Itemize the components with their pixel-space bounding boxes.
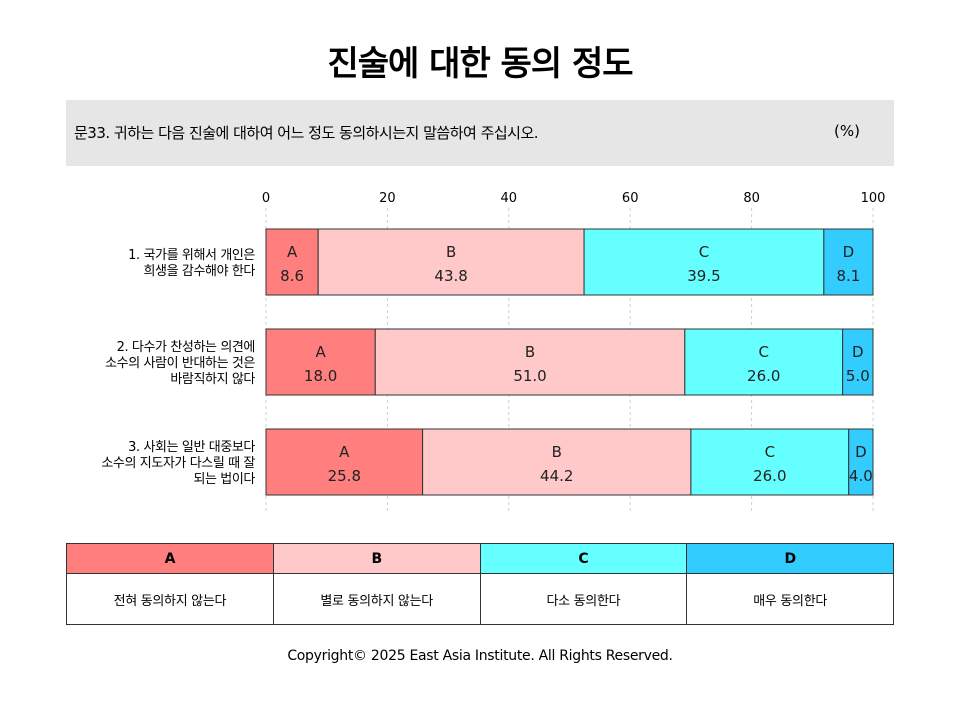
segment-key-label: C (758, 343, 768, 361)
question-text: 문33. 귀하는 다음 진술에 대하여 어느 정도 동의하시는지 말씀하여 주십… (74, 124, 539, 142)
bar-segment (265, 428, 424, 496)
category-label: 3. 사회는 일반 대중보다 (128, 440, 255, 455)
data-label: 51.0 (513, 367, 546, 385)
page-title: 진술에 대한 동의 정도 (327, 44, 633, 84)
segment-key-label: A (287, 243, 298, 261)
data-label: 8.6 (280, 267, 304, 285)
segment-key-label: B (446, 243, 456, 261)
segment-key-label: A (315, 343, 326, 361)
data-label: 43.8 (434, 267, 467, 285)
legend-desc-d: 매우 동의한다 (686, 573, 894, 625)
legend-key-c: C (479, 543, 688, 574)
copyright-text: Copyright© 2025 East Asia Institute. All… (287, 648, 673, 664)
bar-segment (317, 228, 585, 296)
segment-key-label: C (765, 443, 775, 461)
question-box: 문33. 귀하는 다음 진술에 대하여 어느 정도 동의하시는지 말씀하여 주십… (66, 100, 894, 166)
data-label: 26.0 (747, 367, 780, 385)
x-tick-label: 60 (622, 191, 639, 206)
legend-key-a: A (66, 543, 274, 574)
bar-segment (684, 328, 844, 396)
bar-segment (690, 428, 850, 496)
data-label: 39.5 (687, 267, 720, 285)
segment-key-label: C (699, 243, 709, 261)
category-label: 바람직하지 않다 (170, 372, 255, 387)
legend-key-b: B (272, 543, 481, 574)
bar-segment (374, 328, 686, 396)
bar-segment (422, 428, 692, 496)
x-tick-label: 100 (861, 191, 886, 206)
legend-desc-b: 별로 동의하지 않는다 (272, 573, 481, 625)
data-label: 18.0 (304, 367, 337, 385)
category-label: 1. 국가를 위해서 개인은 (128, 248, 255, 263)
category-label: 되는 법이다 (193, 472, 255, 487)
legend-table: A B C D 전혀 동의하지 않는다 별로 동의하지 않는다 다소 동의한다 … (66, 543, 894, 625)
segment-key-label: D (843, 243, 855, 261)
x-tick-label: 80 (743, 191, 760, 206)
data-label: 8.1 (836, 267, 860, 285)
category-label: 2. 다수가 찬성하는 의견에 (117, 340, 255, 355)
segment-key-label: A (339, 443, 350, 461)
data-label: 4.0 (849, 467, 873, 485)
segment-key-label: D (855, 443, 867, 461)
category-label: 소수의 사람이 반대하는 것은 (105, 356, 255, 371)
bar-segment (265, 328, 376, 396)
x-tick-label: 20 (379, 191, 396, 206)
data-label: 5.0 (846, 367, 870, 385)
x-tick-label: 0 (262, 191, 270, 206)
unit-label: (%) (834, 122, 860, 140)
legend-key-d: D (686, 543, 894, 574)
category-label: 희생을 감수해야 한다 (143, 264, 255, 279)
x-tick-label: 40 (501, 191, 518, 206)
legend-desc-a: 전혀 동의하지 않는다 (66, 573, 274, 625)
data-label: 44.2 (540, 467, 573, 485)
segment-key-label: D (852, 343, 864, 361)
bar-segment (848, 428, 874, 496)
segment-key-label: B (525, 343, 535, 361)
legend-desc-row: 전혀 동의하지 않는다 별로 동의하지 않는다 다소 동의한다 매우 동의한다 (66, 573, 894, 625)
bar-segment (583, 228, 825, 296)
data-label: 26.0 (753, 467, 786, 485)
bar-segment (823, 228, 874, 296)
category-label: 소수의 지도자가 다스릴 때 잘 (101, 456, 255, 471)
bar-segment (265, 228, 319, 296)
legend-desc-c: 다소 동의한다 (479, 573, 688, 625)
legend-key-row: A B C D (66, 543, 894, 574)
segment-key-label: B (552, 443, 562, 461)
bar-segment (842, 328, 874, 396)
data-label: 25.8 (328, 467, 361, 485)
